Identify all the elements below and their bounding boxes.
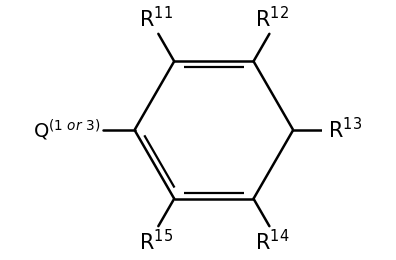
Text: $\mathregular{R}^{11}$: $\mathregular{R}^{11}$ — [139, 6, 173, 31]
Text: $\mathregular{R}^{13}$: $\mathregular{R}^{13}$ — [327, 118, 362, 142]
Text: $\mathregular{Q}^{(1\ or\ 3)}$: $\mathregular{Q}^{(1\ or\ 3)}$ — [33, 118, 100, 142]
Text: $\mathregular{R}^{15}$: $\mathregular{R}^{15}$ — [139, 229, 173, 254]
Text: $\mathregular{R}^{14}$: $\mathregular{R}^{14}$ — [255, 229, 289, 254]
Text: $\mathregular{R}^{12}$: $\mathregular{R}^{12}$ — [255, 6, 289, 31]
